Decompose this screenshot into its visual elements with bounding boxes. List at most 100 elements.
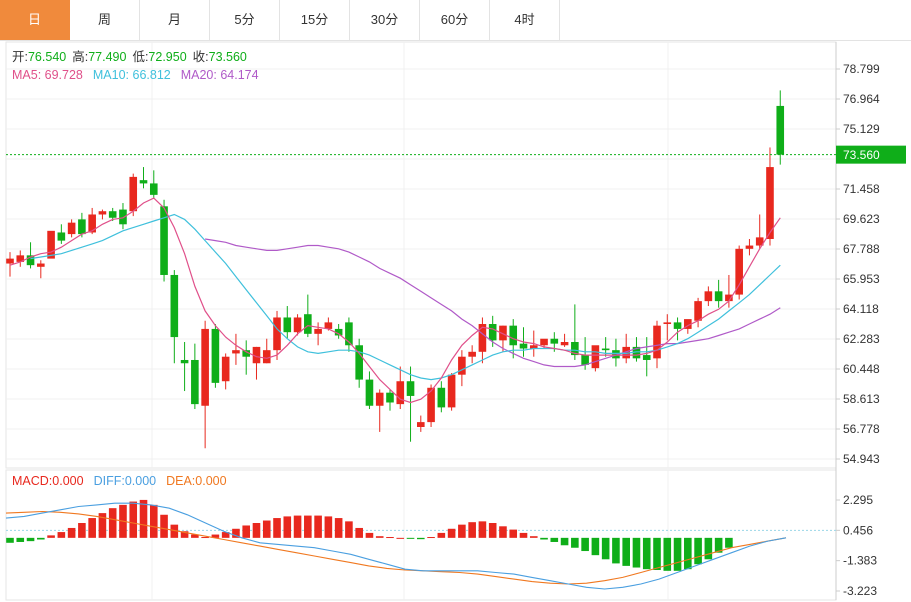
macd-bar [26,537,35,542]
macd-bar [458,524,466,538]
macd-bar [550,537,559,542]
macd-bar [447,528,456,538]
macd-bar [437,532,446,538]
dea-line [5,510,787,585]
macd-bar [601,537,610,560]
candle-body [642,355,651,360]
ma20-line [205,238,781,368]
macd-bar [725,537,733,548]
candle-body [180,359,189,364]
macd-bar [304,515,312,538]
candle-body [735,248,743,295]
ma20-value: 64.174 [220,68,258,82]
macd-bar [191,534,199,538]
candle-body [232,350,240,354]
macd-bar [314,515,322,538]
y-tick-label: 54.943 [843,452,880,466]
candlesticks [6,90,785,449]
tab-5[interactable]: 30分 [350,0,420,40]
macd-bar [180,531,189,538]
macd-bar [57,532,66,538]
candle-body [386,392,394,403]
candle-body [334,328,343,336]
ma5-label: MA5: [12,68,45,82]
macd-bar [581,537,589,552]
macd-bar [612,537,620,564]
macd-bar [468,522,476,538]
dea-label: DEA: [166,474,195,488]
diff-line [5,502,787,590]
candle-body [283,317,292,333]
macd-bar [283,516,292,538]
candle-body [293,317,302,333]
candle-body [581,355,589,365]
macd-bar [663,537,672,571]
macd-bar [98,513,107,538]
legend-row: MA5: 69.728 MA10: 66.812 MA20: 64.174 [12,68,259,82]
timeframe-tabs: 日周月 5分 15分 30分 60分 4时 [0,0,911,41]
candle-body [684,319,692,329]
candle-body [673,322,682,329]
candle-body [6,258,14,264]
high-value: 77.490 [88,50,126,64]
open-value: 76.540 [28,50,66,64]
macd-bar [396,537,405,539]
macd-bar [417,537,425,540]
macd-bar [653,537,661,571]
candle-body [468,351,476,357]
macd-bar [591,537,600,556]
macd-bar [642,537,651,570]
candle-body [119,209,127,225]
macd-bar [47,535,55,538]
y-tick-label: 64.118 [843,302,879,316]
tab-2[interactable]: 月 [140,0,210,40]
macd-bar [509,529,518,538]
candle-body [98,211,107,215]
candle-body [355,345,363,380]
candle-body [447,374,456,408]
candle-body [37,263,45,267]
macd-bar [242,525,251,538]
tab-3[interactable]: 5分 [210,0,280,40]
macd-bar [139,499,148,538]
diff-value: 0.000 [125,474,156,488]
macd-bar [519,532,528,538]
candle-body [663,322,672,325]
ma5-value: 69.728 [45,68,83,82]
macd-bar [232,528,240,538]
candle-body [622,346,630,359]
last-price-label: 73.560 [843,148,880,162]
candle-body [560,341,569,346]
macd-bar [88,518,96,538]
candle-body [694,301,702,321]
candle-body [745,245,754,249]
macd-bar [273,518,281,538]
candle-body [139,180,148,184]
last-price-tag [836,145,906,164]
macd-bar [694,537,702,565]
candle-body [26,255,35,266]
candle-body [57,232,66,241]
grid [5,41,837,601]
low-label: 低: [132,50,148,64]
tab-1[interactable]: 周 [70,0,140,40]
macd-bar [252,523,261,538]
macd-bar [632,537,641,568]
macd-label: MACD: [12,474,52,488]
macd-bar [355,527,363,538]
y-tick-label: 56.778 [843,422,880,436]
y-tick-label: 60.448 [843,362,880,376]
candle-body [16,255,25,262]
y-tick-label: 58.613 [843,392,880,406]
macd-bar [345,521,353,538]
tab-7[interactable]: 4时 [490,0,560,40]
candle-body [550,338,559,344]
candle-body [766,167,774,240]
candle-body [601,348,610,351]
tab-0[interactable]: 日 [0,0,70,40]
macd-bar [622,537,630,566]
tab-6[interactable]: 60分 [420,0,490,40]
candle-body [704,291,713,302]
tab-4[interactable]: 15分 [280,0,350,40]
